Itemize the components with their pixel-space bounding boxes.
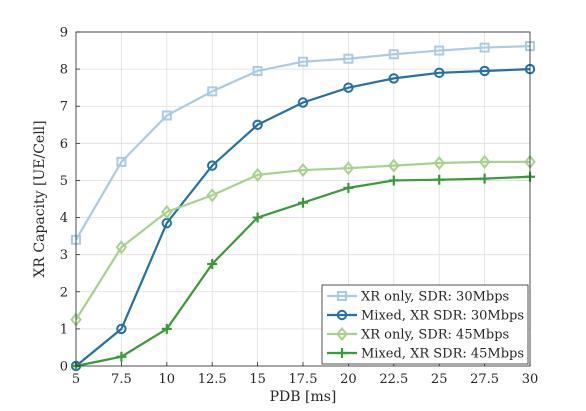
x-tick-label: 12.5: [198, 372, 227, 387]
data-point: [252, 212, 263, 223]
legend-marker: [336, 326, 348, 342]
y-tick-label: 8: [60, 63, 68, 78]
x-tick-label: 30: [522, 372, 539, 387]
y-tick-label: 3: [60, 248, 68, 263]
y-tick-label: 5: [60, 174, 68, 189]
data-point: [479, 42, 490, 53]
data-point: [116, 323, 127, 335]
data-point: [115, 240, 128, 255]
series-3: [70, 154, 536, 327]
legend-marker: [337, 348, 347, 358]
data-point: [116, 351, 127, 362]
data-point: [298, 197, 308, 208]
data-point: [388, 49, 399, 60]
data-point: [388, 158, 400, 173]
data-point: [434, 67, 445, 79]
data-point: [434, 174, 445, 185]
legend-item: XR only, SDR: 30Mbps: [327, 290, 509, 305]
legend-item: XR only, SDR: 45Mbps: [327, 326, 509, 343]
data-point: [252, 65, 263, 76]
data-point: [434, 45, 445, 56]
data-point: [116, 156, 127, 167]
x-tick-label: 25: [431, 372, 448, 387]
series-layer: [70, 41, 536, 372]
data-point: [479, 65, 490, 77]
data-point: [206, 188, 218, 203]
y-tick-label: 1: [60, 322, 68, 337]
data-point: [388, 73, 399, 84]
legend-label: Mixed, XR SDR: 45Mbps: [361, 347, 524, 362]
data-point: [251, 167, 264, 182]
data-point: [161, 204, 173, 220]
data-point: [297, 97, 309, 108]
legend-marker: [336, 309, 348, 321]
data-point: [433, 155, 445, 171]
x-tick-label: 27.5: [470, 372, 499, 387]
x-tick-label: 22.5: [379, 372, 408, 387]
data-point: [343, 53, 354, 64]
data-point: [252, 119, 263, 130]
data-point: [388, 175, 399, 186]
y-axis-ticks: 0 1 2 3 4 5 6 7 8 9: [60, 26, 80, 375]
series-line: [75, 45, 531, 241]
data-point: [343, 82, 354, 93]
data-point: [343, 182, 354, 193]
legend-marker: [337, 291, 347, 301]
legend-item: Mixed, XR SDR: 45Mbps: [327, 347, 524, 362]
data-point: [297, 162, 309, 178]
x-tick-label: 7.5: [111, 372, 132, 387]
data-point: [298, 56, 308, 67]
legend-box: [321, 284, 529, 365]
y-tick-label: 6: [60, 137, 68, 152]
x-tick-label: 10: [159, 372, 176, 387]
legend-label: XR only, SDR: 30Mbps: [361, 290, 509, 305]
data-point: [161, 323, 172, 334]
legend-label: Mixed, XR SDR: 30Mbps: [361, 309, 524, 324]
x-tick-label: 17.5: [289, 372, 318, 387]
data-point: [207, 258, 218, 269]
series-4: [71, 171, 535, 371]
y-tick-label: 7: [60, 100, 68, 115]
x-tick-label: 15: [249, 372, 266, 387]
series-line: [75, 160, 530, 321]
y-axis-label: XR Capacity [UE/Cell]: [32, 120, 48, 277]
legend-item: Mixed, XR SDR: 30Mbps: [327, 309, 524, 324]
y-tick-label: 4: [60, 211, 68, 226]
x-tick-label: 5: [72, 372, 80, 387]
x-axis-ticks: 5 7.5 10 12.5 15 17.5 20 22.5 25 27.5 30: [72, 362, 538, 387]
data-point: [161, 110, 172, 121]
y-tick-label: 9: [60, 26, 68, 41]
data-point: [207, 160, 218, 171]
data-point: [207, 86, 218, 97]
legend: XR only, SDR: 30Mbps Mixed, XR SDR: 30Mbp…: [321, 284, 529, 365]
data-point: [478, 154, 491, 169]
y-tick-label: 2: [60, 285, 68, 300]
data-point: [479, 173, 490, 184]
series-line: [75, 68, 531, 367]
x-axis-label: PDB [ms]: [270, 389, 337, 405]
data-point: [342, 161, 355, 176]
legend-label: XR only, SDR: 45Mbps: [361, 328, 509, 343]
y-tick-label: 0: [60, 360, 68, 375]
x-tick-label: 20: [340, 372, 357, 387]
